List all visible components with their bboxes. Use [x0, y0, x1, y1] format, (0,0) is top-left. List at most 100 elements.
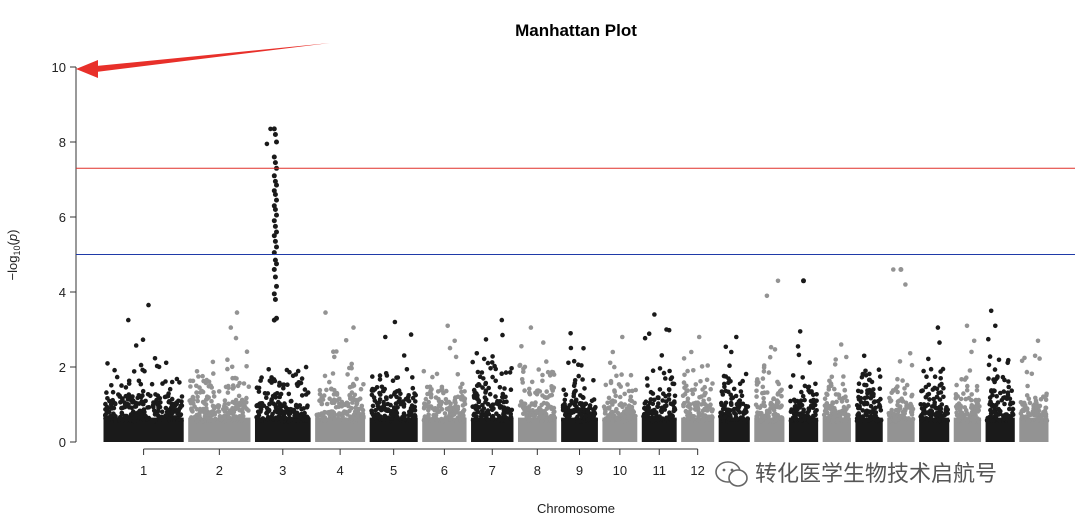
- data-point: [910, 417, 915, 423]
- data-point: [813, 418, 819, 424]
- data-point: [827, 413, 833, 419]
- data-point: [509, 366, 514, 371]
- data-point: [826, 387, 832, 392]
- data-point: [993, 323, 998, 329]
- data-point: [354, 376, 359, 382]
- data-point: [203, 397, 209, 402]
- x-tick-label: 10: [613, 463, 627, 478]
- data-point: [370, 374, 375, 379]
- data-point: [974, 383, 980, 389]
- data-point: [1043, 418, 1049, 424]
- data-point: [754, 394, 759, 399]
- data-point: [217, 414, 223, 419]
- data-point: [998, 408, 1003, 414]
- x-tick-label: 5: [390, 463, 397, 478]
- data-point: [776, 399, 781, 405]
- data-point: [350, 384, 355, 389]
- chromosome-14-points: [753, 278, 785, 442]
- data-point: [932, 404, 937, 410]
- data-point: [211, 371, 216, 376]
- data-point: [271, 126, 277, 132]
- data-point: [326, 417, 332, 422]
- data-point: [646, 407, 651, 413]
- data-point: [661, 391, 666, 397]
- data-point: [734, 416, 739, 422]
- data-point: [805, 410, 810, 416]
- data-point: [927, 416, 933, 421]
- data-point: [988, 401, 994, 406]
- data-point: [641, 414, 646, 419]
- data-point: [934, 394, 940, 400]
- data-point: [349, 390, 355, 395]
- chromosome-12-points: [680, 334, 715, 442]
- data-point: [360, 413, 366, 418]
- data-point: [444, 388, 449, 394]
- data-point: [729, 349, 734, 355]
- data-point: [267, 401, 273, 407]
- data-point: [316, 412, 322, 417]
- data-point: [320, 397, 326, 402]
- data-point: [488, 366, 493, 371]
- data-point: [672, 417, 677, 423]
- x-tick-label: 4: [337, 463, 344, 478]
- data-point: [797, 404, 803, 410]
- data-point: [878, 418, 884, 423]
- data-point: [822, 396, 828, 402]
- data-point: [339, 404, 345, 409]
- data-point: [341, 418, 347, 424]
- chromosome-8-points: [517, 325, 558, 442]
- data-point: [709, 415, 714, 421]
- data-point: [566, 360, 571, 366]
- data-point: [486, 385, 492, 391]
- data-point: [876, 404, 882, 409]
- data-point: [771, 396, 776, 402]
- data-point: [696, 411, 702, 417]
- data-point: [324, 401, 330, 407]
- data-point: [628, 372, 634, 378]
- data-point: [709, 409, 715, 414]
- data-point: [459, 389, 464, 395]
- data-point: [345, 372, 350, 377]
- data-point: [322, 409, 327, 415]
- data-point: [472, 389, 478, 395]
- data-point: [1029, 371, 1035, 377]
- data-point: [210, 359, 216, 365]
- data-point: [685, 410, 690, 415]
- data-point: [873, 413, 878, 419]
- data-point: [272, 238, 278, 244]
- data-point: [447, 345, 453, 351]
- data-point: [988, 308, 994, 314]
- data-point: [493, 394, 498, 399]
- data-point: [577, 419, 583, 424]
- data-point: [1003, 413, 1008, 419]
- data-point: [779, 415, 785, 421]
- data-point: [569, 409, 574, 414]
- data-point: [934, 386, 940, 392]
- data-point: [846, 412, 851, 418]
- data-point: [480, 385, 485, 390]
- data-point: [566, 415, 572, 420]
- data-point: [274, 261, 279, 267]
- data-point: [355, 413, 361, 419]
- data-point: [406, 412, 412, 418]
- data-point: [1001, 395, 1006, 401]
- scatter-points: [103, 126, 1050, 442]
- data-point: [277, 394, 283, 400]
- data-point: [897, 406, 903, 411]
- data-point: [228, 325, 234, 330]
- data-point: [254, 385, 260, 391]
- data-point: [610, 402, 615, 407]
- data-point: [402, 417, 407, 422]
- data-point: [521, 417, 527, 423]
- data-point: [255, 415, 261, 421]
- data-point: [111, 411, 116, 417]
- data-point: [753, 402, 759, 408]
- data-point: [324, 387, 329, 393]
- data-point: [827, 378, 832, 384]
- data-point: [105, 361, 110, 366]
- data-point: [762, 403, 767, 409]
- data-point: [293, 403, 299, 409]
- data-point: [382, 402, 387, 408]
- data-point: [887, 418, 893, 424]
- data-point: [961, 418, 966, 424]
